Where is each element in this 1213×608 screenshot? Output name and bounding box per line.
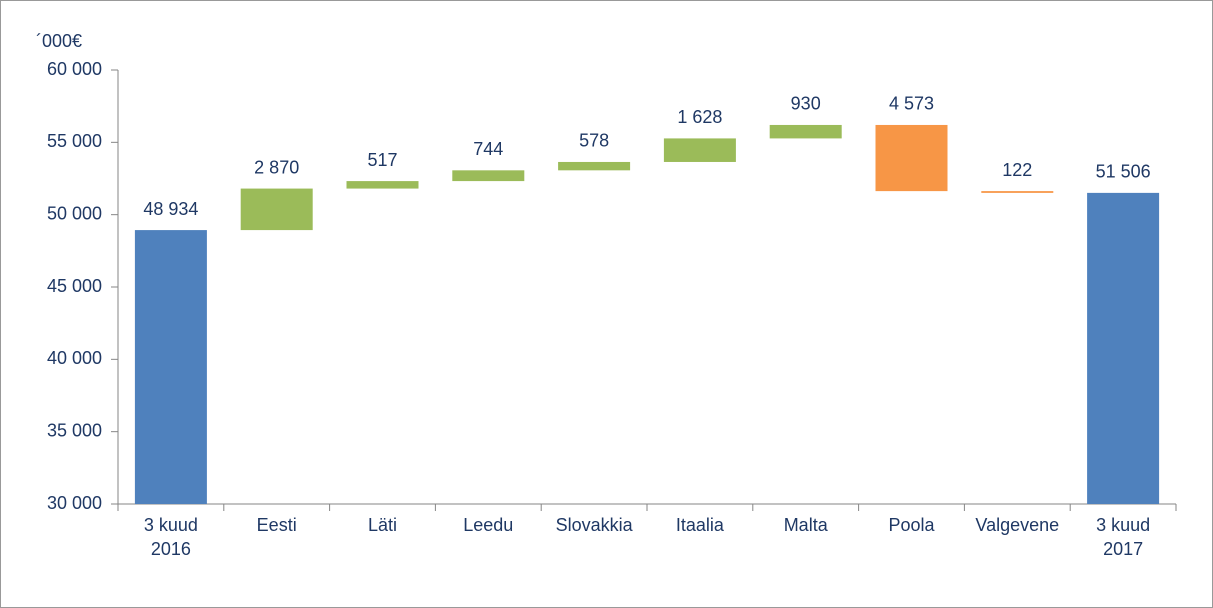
x-tick-label-line: Eesti [257,515,297,535]
value-label: 517 [367,150,397,170]
y-tick-label: 30 000 [47,493,102,513]
bar [452,170,525,182]
x-tick-label: 3 kuud 2017 [1096,515,1150,559]
x-tick-label: Malta [784,515,829,535]
bar [769,124,842,139]
x-tick-label-line: 3 kuud [144,515,198,535]
x-tick-label: 3 kuud 2016 [144,515,198,559]
y-tick-label: 60 000 [47,59,102,79]
y-tick-label: 40 000 [47,348,102,368]
x-tick-label-line: 2017 [1103,539,1143,559]
x-tick-label: Eesti [257,515,297,535]
x-tick-label-line: Leedu [463,515,513,535]
x-tick-label-line: Malta [784,515,829,535]
x-tick-label-line: Slovakkia [556,515,634,535]
y-tick-label: 45 000 [47,276,102,296]
value-label: 744 [473,139,503,159]
x-tick-label: Poola [888,515,935,535]
value-label: 578 [579,131,609,151]
x-tick-label-line: Poola [888,515,935,535]
x-tick-label-line: Itaalia [676,515,725,535]
y-tick-label: 55 000 [47,131,102,151]
value-label: 2 870 [254,157,299,177]
y-axis-label: ´000€ [36,31,82,51]
bar [875,124,948,192]
bar [1087,192,1160,504]
x-tick-label: Itaalia [676,515,725,535]
x-tick-label-line: 3 kuud [1096,515,1150,535]
value-label: 122 [1002,160,1032,180]
x-tick-label-line: Valgevene [975,515,1059,535]
value-label: 51 506 [1096,162,1151,182]
value-label: 4 573 [889,94,934,114]
bar [134,230,207,504]
x-tick-label-line: 2016 [151,539,191,559]
x-tick-label-line: Läti [368,515,397,535]
x-tick-label: Läti [368,515,397,535]
value-label: 48 934 [143,199,198,219]
bar [663,138,736,162]
bar [240,188,313,231]
bar [558,161,631,171]
x-tick-label: Leedu [463,515,513,535]
value-label: 1 628 [677,107,722,127]
bar [981,191,1054,193]
y-tick-label: 35 000 [47,420,102,440]
bar [346,181,419,189]
y-tick-label: 50 000 [47,203,102,223]
x-tick-label: Slovakkia [556,515,634,535]
x-tick-label: Valgevene [975,515,1059,535]
value-label: 930 [791,94,821,114]
